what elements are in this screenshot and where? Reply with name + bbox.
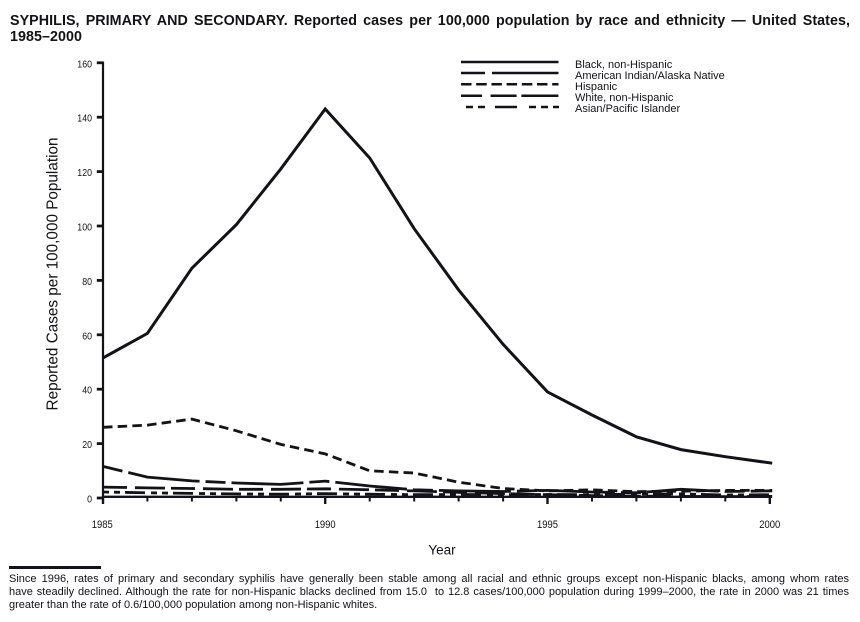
svg-text:100: 100 — [77, 223, 92, 234]
svg-text:1985: 1985 — [92, 519, 113, 531]
svg-text:Reported Cases per 100,000 Pop: Reported Cases per 100,000 Population — [45, 138, 62, 411]
svg-text:Hispanic: Hispanic — [575, 81, 618, 93]
svg-text:160: 160 — [77, 59, 92, 70]
svg-text:140: 140 — [77, 114, 92, 125]
svg-text:White, non-Hispanic: White, non-Hispanic — [575, 92, 674, 104]
svg-text:2000: 2000 — [759, 519, 780, 531]
svg-text:Asian/Pacific Islander: Asian/Pacific Islander — [575, 103, 680, 115]
svg-text:1990: 1990 — [315, 519, 336, 531]
svg-text:40: 40 — [82, 386, 92, 397]
svg-text:20: 20 — [82, 440, 92, 451]
svg-text:120: 120 — [77, 168, 92, 179]
svg-text:1995: 1995 — [537, 519, 558, 531]
svg-text:Year: Year — [428, 542, 456, 557]
svg-text:Black, non-Hispanic: Black, non-Hispanic — [575, 59, 673, 71]
svg-text:80: 80 — [82, 277, 92, 288]
svg-text:0: 0 — [87, 495, 92, 506]
svg-text:American Indian/Alaska Native: American Indian/Alaska Native — [575, 70, 725, 82]
svg-text:60: 60 — [82, 331, 92, 342]
